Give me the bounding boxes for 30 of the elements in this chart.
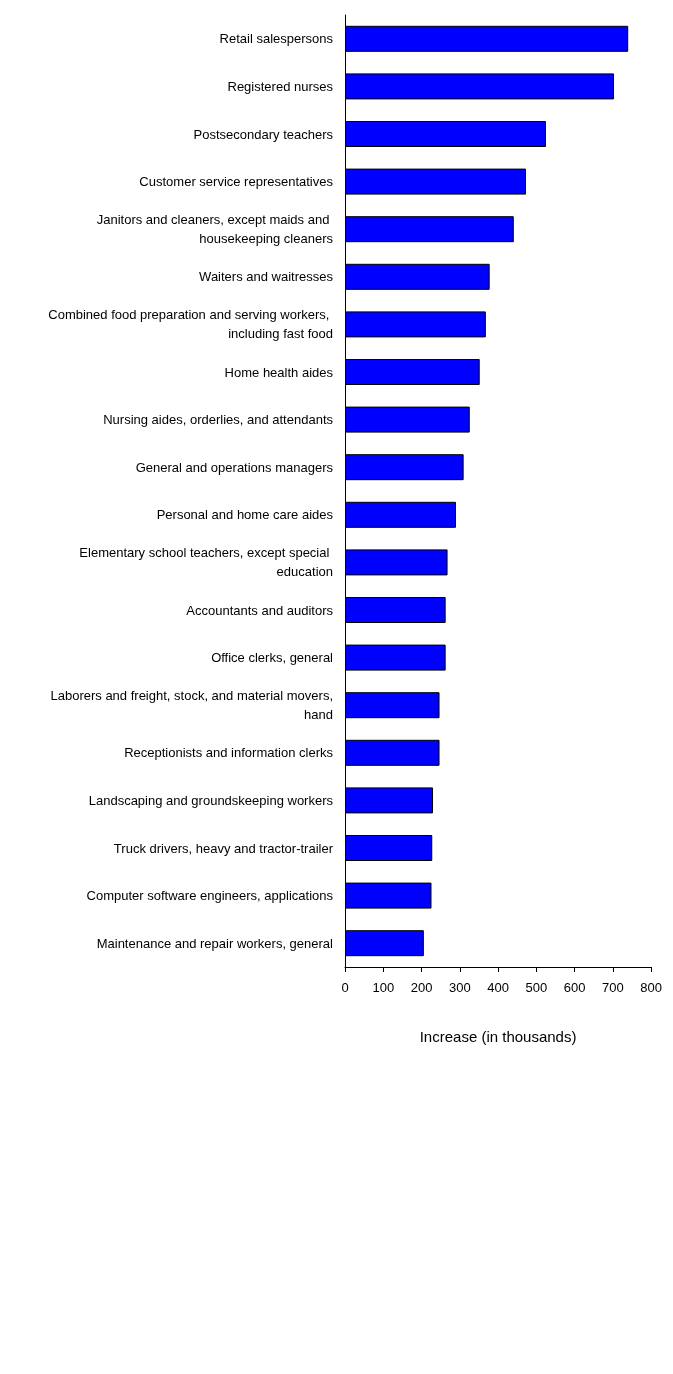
x-tick-label: 500 [525,980,548,995]
y-tick-label: Receptionists and information clerks [124,745,334,761]
y-tick-label: Accountants and auditors [186,602,334,618]
y-tick-label: Home health aides [224,364,334,380]
y-tick-label: Personal and home care aides [156,507,334,523]
y-tick-label: Retail salespersons [219,31,334,47]
y-tick-label: Nursing aides, orderlies, and attendants [103,412,334,428]
x-tick-label: 100 [372,980,395,995]
x-tick-label: 600 [563,980,586,995]
y-tick-label: Computer software engineers, applications [86,888,334,904]
x-tick-label: 200 [410,980,433,995]
y-tick-label: Truck drivers, heavy and tractor-trailer [113,840,334,856]
x-tick-label: 400 [487,980,509,995]
y-tick-label: Laborers and freight, stock, and material movers, hand [50,688,333,723]
y-tick-label: Maintenance and repair workers, general [96,935,334,951]
x-tick-label: 800 [640,980,663,995]
y-tick-label: General and operations managers [135,459,334,475]
y-tick-label: Customer service representatives [139,174,334,190]
y-tick-label: Landscaping and groundskeeping workers [88,792,334,808]
x-axis-title: Increase (in thousands) [419,1028,577,1045]
y-tick-label: Postsecondary teachers [193,126,334,142]
y-tick-label: Combined food preparation and serving workers, including fast food [48,307,333,342]
y-tick-label: Registered nurses [227,78,334,94]
y-tick-label: Janitors and cleaners, except maids and housekeeping cleaners [96,212,334,247]
x-tick-label: 700 [602,980,624,995]
y-tick-label: Waiters and waitresses [199,269,334,285]
x-tick-label: 0 [341,980,349,995]
x-tick-label: 300 [448,980,471,995]
y-tick-label: Elementary school teachers, except special education [79,545,333,580]
y-tick-label: Office clerks, general [211,650,334,666]
